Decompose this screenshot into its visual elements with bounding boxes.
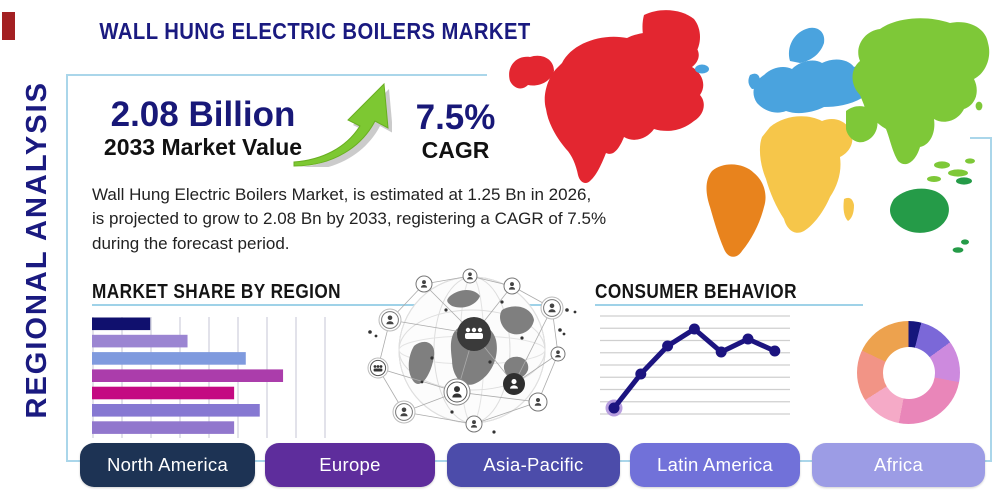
market-share-underline bbox=[92, 304, 560, 306]
line-point bbox=[769, 345, 781, 357]
world-map bbox=[509, 10, 990, 257]
button-label: North America bbox=[106, 454, 229, 475]
bar bbox=[92, 334, 188, 348]
line-point bbox=[635, 368, 647, 380]
bar bbox=[92, 404, 260, 417]
cagr-stat: 7.5% CAGR bbox=[398, 98, 513, 164]
bar bbox=[92, 386, 235, 400]
panel-border-top bbox=[66, 74, 487, 76]
line-point bbox=[608, 402, 620, 414]
map-north-america bbox=[509, 10, 704, 183]
button-label: Asia-Pacific bbox=[483, 454, 584, 475]
panel-border-left bbox=[66, 74, 68, 462]
button-label: Europe bbox=[319, 454, 381, 475]
panel-border-right bbox=[990, 137, 992, 462]
cagr-number: 7.5% bbox=[415, 98, 496, 137]
map-south-america bbox=[706, 164, 766, 257]
donut-hole bbox=[882, 346, 935, 399]
network-dots bbox=[368, 300, 577, 434]
button-label: Africa bbox=[873, 454, 924, 475]
red-accent-square bbox=[2, 12, 15, 40]
map-africa bbox=[759, 116, 854, 233]
button-latin-america[interactable]: Latin America bbox=[630, 443, 800, 487]
bar bbox=[92, 352, 246, 365]
button-north-america[interactable]: North America bbox=[80, 443, 255, 487]
map-oceania bbox=[890, 177, 972, 253]
market-share-heading: MARKET SHARE BY REGION bbox=[92, 281, 342, 303]
consumer-behavior-heading: CONSUMER BEHAVIOR bbox=[595, 281, 797, 303]
button-europe[interactable]: Europe bbox=[265, 443, 435, 487]
network-nodes bbox=[367, 268, 566, 433]
line-point bbox=[662, 340, 674, 352]
panel-border-right-tick bbox=[970, 137, 990, 139]
market-description: Wall Hung Electric Boilers Market, is es… bbox=[92, 185, 607, 253]
map-asia bbox=[846, 18, 990, 182]
side-vertical-label: REGIONAL ANALYSIS bbox=[20, 81, 53, 419]
consumer-behavior-underline bbox=[595, 304, 863, 306]
regional-donut-chart bbox=[857, 321, 960, 424]
market-share-bar-chart bbox=[92, 317, 326, 438]
button-label: Latin America bbox=[657, 454, 773, 475]
globe-network-icon bbox=[367, 268, 577, 434]
market-value-number: 2.08 Billion bbox=[110, 95, 296, 134]
page-title: WALL HUNG ELECTRIC BOILERS MARKET bbox=[99, 18, 531, 44]
line-point bbox=[688, 323, 700, 335]
market-value-label: 2033 Market Value bbox=[103, 133, 303, 160]
line-point bbox=[742, 333, 754, 345]
market-value-stat: 2.08 Billion 2033 Market Value bbox=[88, 95, 318, 161]
line-point bbox=[715, 346, 727, 358]
button-africa[interactable]: Africa bbox=[812, 443, 985, 487]
button-asia-pacific[interactable]: Asia-Pacific bbox=[447, 443, 620, 487]
growth-arrow-icon bbox=[293, 82, 392, 167]
bar bbox=[92, 421, 235, 434]
cagr-label: CAGR bbox=[421, 136, 490, 163]
map-europe bbox=[695, 27, 877, 114]
bar bbox=[92, 369, 284, 382]
consumer-behavior-line-chart bbox=[600, 315, 790, 417]
bar bbox=[92, 317, 151, 331]
